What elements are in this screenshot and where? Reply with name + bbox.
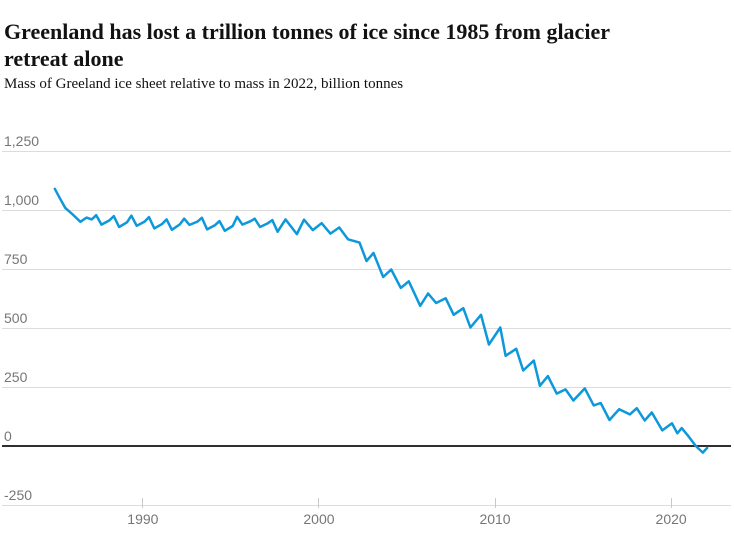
y-axis-tick-label: -250: [4, 487, 33, 503]
x-axis-tick-label: 2010: [479, 511, 511, 527]
x-axis-tick-label: 1990: [127, 511, 159, 527]
chart-title: Greenland has lost a trillion tonnes of …: [4, 18, 732, 72]
x-axis-line: [2, 505, 731, 506]
x-axis-tick: [142, 498, 144, 508]
y-axis-tick-label: 250: [4, 369, 28, 385]
x-axis-tick: [318, 498, 320, 508]
y-gridline: [2, 387, 731, 388]
y-axis-tick-label: 1,000: [4, 192, 40, 208]
y-gridline: [2, 210, 731, 211]
x-axis-tick-label: 2020: [655, 511, 687, 527]
y-gridline: [2, 328, 731, 329]
x-axis-tick: [670, 498, 672, 508]
ice-mass-line: [53, 187, 709, 454]
y-axis-tick-label: 1,250: [4, 133, 40, 149]
chart-title-line-2: retreat alone: [4, 45, 124, 71]
y-gridline: [2, 151, 731, 152]
y-gridline: [2, 269, 731, 270]
chart-subtitle: Mass of Greeland ice sheet relative to m…: [4, 76, 404, 92]
chart-title-line-1: Greenland has lost a trillion tonnes of …: [4, 18, 610, 44]
y-axis-tick-label: 750: [4, 251, 28, 267]
y-axis-tick-label: 500: [4, 310, 28, 326]
x-axis-tick: [494, 498, 496, 508]
y-axis-tick-label: 0: [4, 428, 12, 444]
zero-baseline: [2, 445, 731, 447]
x-axis-tick-label: 2000: [303, 511, 335, 527]
